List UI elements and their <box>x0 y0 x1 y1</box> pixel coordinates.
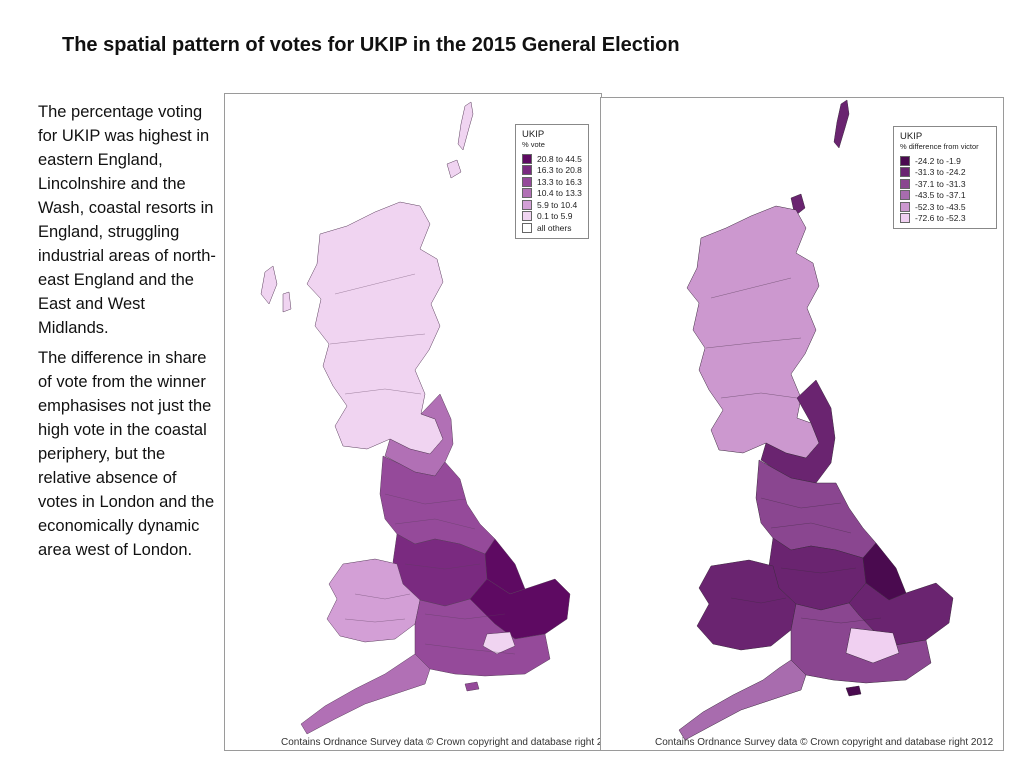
uk-map-difference <box>678 99 954 741</box>
map1-legend-title: UKIP <box>522 129 545 140</box>
legend-row: 0.1 to 5.9 <box>522 211 582 223</box>
legend-swatch <box>522 176 532 187</box>
legend-row: -37.1 to -31.3 <box>900 178 990 190</box>
legend-swatch <box>900 201 910 212</box>
legend-label: 10.4 to 13.3 <box>537 188 582 199</box>
legend-label: -37.1 to -31.3 <box>915 178 966 189</box>
map2-legend-title: UKIP <box>900 131 923 142</box>
legend-label: -31.3 to -24.2 <box>915 167 966 178</box>
legend-swatch <box>522 211 532 222</box>
legend-row: -52.3 to -43.5 <box>900 201 990 213</box>
legend-label: all others <box>537 222 572 233</box>
legend-swatch <box>522 222 532 233</box>
legend-label: 13.3 to 16.3 <box>537 176 582 187</box>
legend-row: all others <box>522 222 582 234</box>
page-title: The spatial pattern of votes for UKIP in… <box>62 34 680 56</box>
legend-label: 16.3 to 20.8 <box>537 165 582 176</box>
map1-credit: Contains Ordnance Survey data © Crown co… <box>281 737 602 748</box>
legend-row: 20.8 to 44.5 <box>522 153 582 165</box>
map-ukip-vote-share: UKIP % vote 20.8 to 44.5 16.3 to 20.8 13… <box>224 93 602 751</box>
legend-row: 13.3 to 16.3 <box>522 176 582 188</box>
legend-label: -72.6 to -52.3 <box>915 213 966 224</box>
legend-row: -43.5 to -37.1 <box>900 190 990 202</box>
legend-label: 20.8 to 44.5 <box>537 153 582 164</box>
legend-swatch <box>900 213 910 224</box>
map1-legend: UKIP % vote 20.8 to 44.5 16.3 to 20.8 13… <box>515 124 589 239</box>
map2-credit: Contains Ordnance Survey data © Crown co… <box>655 737 994 748</box>
map1-legend-subtitle: % vote <box>522 140 545 149</box>
legend-label: -43.5 to -37.1 <box>915 190 966 201</box>
legend-row: 5.9 to 10.4 <box>522 199 582 211</box>
legend-row: -72.6 to -52.3 <box>900 213 990 225</box>
legend-swatch <box>522 165 532 176</box>
legend-label: 5.9 to 10.4 <box>537 199 578 210</box>
paragraph-vote-share: The percentage voting for UKIP was highe… <box>38 103 216 337</box>
description-text: The percentage voting for UKIP was highe… <box>38 100 218 568</box>
paragraph-difference: The difference in share of vote from the… <box>38 349 215 559</box>
legend-swatch <box>900 167 910 178</box>
legend-swatch <box>900 178 910 189</box>
uk-map-vote-share <box>260 101 571 735</box>
legend-row: -24.2 to -1.9 <box>900 155 990 167</box>
legend-swatch <box>900 190 910 201</box>
map2-legend-subtitle: % difference from victor <box>900 142 979 151</box>
legend-row: 10.4 to 13.3 <box>522 188 582 200</box>
legend-swatch <box>522 199 532 210</box>
map2-legend: UKIP % difference from victor -24.2 to -… <box>893 126 997 229</box>
legend-label: -52.3 to -43.5 <box>915 201 966 212</box>
map-ukip-difference-from-victor: UKIP % difference from victor -24.2 to -… <box>600 97 1004 751</box>
legend-swatch <box>522 188 532 199</box>
legend-row: 16.3 to 20.8 <box>522 165 582 177</box>
legend-row: -31.3 to -24.2 <box>900 167 990 179</box>
legend-swatch <box>900 155 910 166</box>
legend-label: -24.2 to -1.9 <box>915 155 961 166</box>
legend-swatch <box>522 153 532 164</box>
legend-label: 0.1 to 5.9 <box>537 211 573 222</box>
